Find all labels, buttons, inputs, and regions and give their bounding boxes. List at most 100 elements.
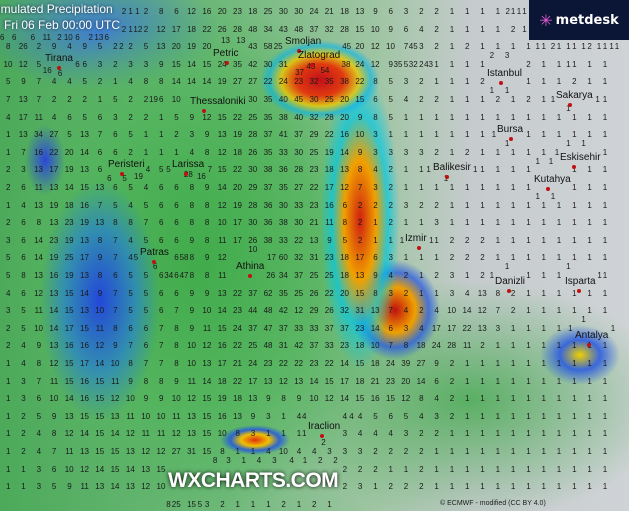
- grid-value: 1: [587, 130, 592, 140]
- grid-value: 1: [495, 112, 501, 122]
- grid-value: 22: [202, 24, 212, 34]
- grid-value: 6: [174, 218, 179, 228]
- grid-value: 8: [113, 218, 118, 228]
- grid-value: 1: [449, 42, 455, 52]
- grid-value: 6: [174, 235, 179, 245]
- grid-value: 1: [495, 235, 501, 245]
- grid-value: 1: [495, 376, 501, 386]
- grid-value: 1: [541, 235, 546, 245]
- grid-value: 2: [449, 394, 455, 404]
- grid-value: 2: [342, 464, 348, 474]
- grid-value: 16: [42, 66, 52, 76]
- grid-value: 1: [556, 359, 562, 368]
- grid-value: 8: [174, 341, 179, 351]
- grid-value: 6: [113, 271, 118, 280]
- grid-value: 13: [80, 130, 89, 140]
- grid-value: 1: [510, 411, 516, 421]
- grid-value: 9: [266, 394, 271, 404]
- grid-value: 2: [143, 24, 149, 34]
- grid-value: 3: [21, 376, 26, 386]
- grid-value: 5: [143, 288, 149, 298]
- grid-value: 1: [510, 341, 516, 351]
- grid-value: 2: [465, 253, 470, 263]
- grid-value: 1: [449, 464, 455, 474]
- grid-value: 8: [143, 376, 149, 386]
- grid-value: 6: [113, 130, 118, 140]
- grid-value: 10: [110, 359, 120, 368]
- grid-value: 1: [609, 42, 614, 52]
- grid-value: 4: [145, 165, 151, 175]
- grid-value: 13: [477, 288, 487, 298]
- grid-value: 14: [202, 77, 212, 87]
- grid-value: 9: [357, 112, 363, 122]
- grid-value: 1: [510, 394, 516, 404]
- grid-value: 21: [324, 7, 334, 16]
- grid-value: 1: [480, 130, 485, 140]
- grid-value: 9: [21, 77, 26, 87]
- grid-value: 4: [51, 112, 57, 122]
- grid-value: 1: [434, 288, 439, 298]
- grid-value: 24: [386, 359, 395, 368]
- grid-value: 22: [233, 112, 242, 122]
- city-name: Bursa: [497, 124, 524, 135]
- grid-value: 30: [248, 218, 258, 228]
- grid-value: 2: [419, 77, 424, 87]
- grid-value: 1: [595, 95, 600, 104]
- grid-value: 1: [399, 235, 405, 245]
- grid-value: 2: [388, 482, 393, 492]
- grid-value: 16: [80, 394, 89, 404]
- grid-value: 1: [541, 288, 546, 298]
- grid-value: 16: [324, 200, 334, 210]
- grid-value: 22: [324, 288, 334, 298]
- grid-value: 29: [309, 306, 319, 316]
- map-title: umulated Precipitation Fri 06 Feb 00:00 …: [0, 0, 120, 33]
- grid-value: 1: [526, 165, 531, 175]
- grid-value: 6: [143, 341, 149, 351]
- grid-value: 6: [113, 183, 118, 192]
- grid-value: 2: [403, 271, 409, 280]
- grid-value: 3: [6, 306, 11, 316]
- grid-value: 2: [128, 95, 133, 104]
- grid-value: 1: [587, 429, 592, 439]
- grid-value: 8: [159, 376, 164, 386]
- grid-value: 27: [233, 77, 242, 87]
- city-name: Danizli: [495, 276, 526, 287]
- grid-value: 1: [602, 95, 608, 104]
- grid-value: 10: [171, 95, 181, 104]
- grid-value: 8: [36, 218, 42, 228]
- grid-value: 13: [221, 36, 230, 46]
- grid-value: 28: [324, 112, 334, 122]
- grid-value: 33: [294, 200, 304, 210]
- grid-value: 19: [233, 130, 242, 140]
- grid-value: 1: [449, 147, 455, 157]
- grid-value: 11: [463, 341, 472, 351]
- grid-value: 30: [294, 218, 304, 228]
- grid-value: 2: [449, 253, 455, 263]
- grid-value: 10: [171, 394, 181, 404]
- metdesk-logo[interactable]: ✳ metdesk: [529, 0, 629, 40]
- grid-value: 3: [403, 429, 409, 439]
- city-name: Larissa: [172, 159, 205, 170]
- grid-value: 32: [408, 59, 418, 69]
- grid-value: 1: [541, 112, 546, 122]
- grid-value: 15: [324, 376, 334, 386]
- grid-value: 2: [480, 341, 485, 351]
- grid-value: 1: [434, 235, 439, 245]
- grid-value: 1: [480, 7, 485, 16]
- grid-value: 8: [97, 235, 103, 245]
- grid-value: 1: [602, 235, 608, 245]
- grid-value: 26: [18, 42, 28, 52]
- grid-value: 1: [403, 165, 409, 175]
- grid-value: 1: [587, 306, 592, 316]
- city-marker-icon: [202, 109, 206, 113]
- grid-value: 14: [125, 464, 135, 474]
- grid-value: 6: [174, 271, 179, 280]
- grid-value: 1: [602, 306, 608, 316]
- grid-value: 13: [202, 359, 212, 368]
- grid-value: 12: [18, 59, 28, 69]
- grid-value: 18: [233, 147, 242, 157]
- grid-value: 10: [370, 341, 380, 351]
- grid-value: 12: [202, 112, 212, 122]
- city-marker-icon: [507, 289, 511, 293]
